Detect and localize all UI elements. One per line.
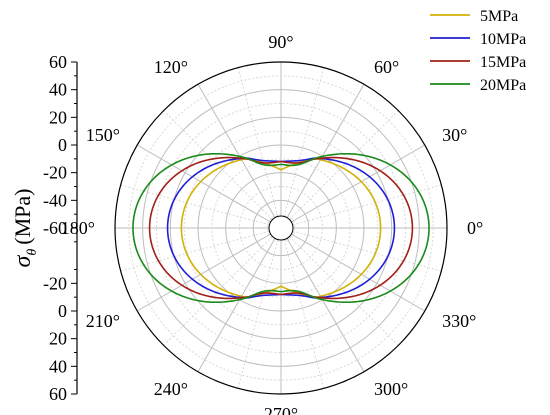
grid-ring xyxy=(266,213,296,243)
angle-label-240: 240° xyxy=(154,379,188,399)
angle-label-180: 180° xyxy=(61,218,95,238)
radial-tick-label: 40 xyxy=(49,80,67,100)
radial-tick-label: 60 xyxy=(49,384,67,404)
angle-label-90: 90° xyxy=(268,32,293,52)
radial-tick-label: 0 xyxy=(58,301,67,321)
grid-ring xyxy=(128,75,434,381)
grid-ring xyxy=(225,172,337,284)
grid-ring xyxy=(239,186,323,270)
ylabel-subscript: θ xyxy=(25,249,40,256)
radial-tick-label: -20 xyxy=(43,163,67,183)
legend-label-10mpa: 10MPa xyxy=(480,31,526,48)
grid-ring xyxy=(169,116,393,340)
radial-tick-label: 60 xyxy=(49,52,67,72)
outer-ring xyxy=(114,61,448,395)
angle-label-0: 0° xyxy=(467,218,483,238)
grid-ring xyxy=(197,144,365,312)
radial-tick-label: -60 xyxy=(43,218,67,238)
angle-label-210: 210° xyxy=(86,311,120,331)
y-axis-label: σθ (MPa) xyxy=(10,189,40,268)
polar-grid xyxy=(114,61,448,395)
legend-label-15mpa: 15MPa xyxy=(480,54,526,71)
grid-ring xyxy=(252,199,310,257)
radial-tick-label: 0 xyxy=(58,135,67,155)
angle-label-330: 330° xyxy=(442,311,476,331)
radial-tick-label: 20 xyxy=(49,329,67,349)
angle-labels: 0° 30° 60° 90° 120° 150° 180° 210° 240° 270° 300° 3… xyxy=(61,32,483,415)
angle-label-270: 270° xyxy=(264,404,298,415)
grid-ring xyxy=(211,158,351,298)
angle-label-300: 300° xyxy=(374,379,408,399)
angle-label-30: 30° xyxy=(442,125,467,145)
grid-ring xyxy=(156,103,406,353)
ylabel-unit: (MPa) xyxy=(10,189,35,245)
grid-ring xyxy=(142,89,420,367)
series-layer xyxy=(132,152,430,304)
series-line-15mpa xyxy=(148,156,414,300)
inner-ring xyxy=(268,215,294,241)
series-line-5mpa xyxy=(180,157,382,299)
radial-tick-label: 20 xyxy=(49,107,67,127)
radial-tick-label: -20 xyxy=(43,273,67,293)
radial-tick-label: -40 xyxy=(43,190,67,210)
series-line-20mpa xyxy=(132,152,430,304)
legend-label-20mpa: 20MPa xyxy=(480,77,526,94)
radial-tick-label: 40 xyxy=(49,356,67,376)
radial-axis: 60 40 20 0 -20 -40 -60 -20 0 20 40 60 xyxy=(43,52,78,404)
angle-label-120: 120° xyxy=(154,57,188,77)
legend: 5MPa 10MPa 15MPa 20MPa xyxy=(430,8,526,94)
legend-label-5mpa: 5MPa xyxy=(480,8,518,25)
ylabel-symbol: σ xyxy=(10,254,36,267)
angle-label-150: 150° xyxy=(86,125,120,145)
angle-label-60: 60° xyxy=(374,57,399,77)
